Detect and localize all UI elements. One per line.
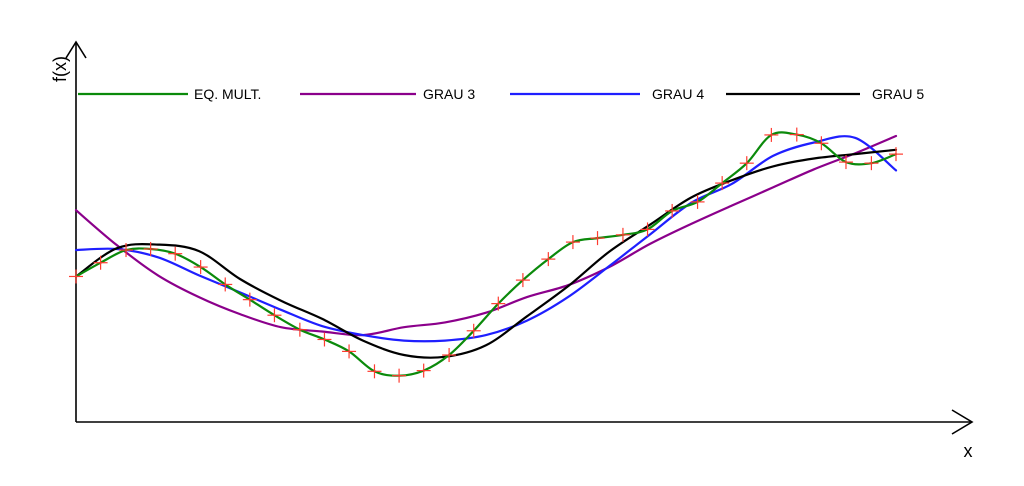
- y-axis-arrow-icon: [65, 40, 87, 59]
- data-point-marker: [466, 323, 481, 338]
- data-point-marker: [665, 203, 680, 218]
- marker-layer: [69, 127, 903, 383]
- legend-item-eq-mult: EQ. MULT.: [78, 86, 261, 102]
- data-point-marker: [292, 322, 307, 337]
- data-point-marker: [690, 194, 705, 209]
- legend: EQ. MULT. GRAU 3 GRAU 4 GRAU 5: [78, 86, 924, 102]
- legend-item-grau-3: GRAU 3: [300, 86, 475, 102]
- x-axis-label: x: [964, 441, 973, 461]
- data-point-marker: [814, 136, 829, 151]
- series-line-grau-3: [74, 134, 898, 337]
- data-point-marker: [864, 156, 879, 171]
- legend-label-grau-5: GRAU 5: [872, 86, 924, 102]
- x-axis-arrow-icon: [951, 409, 974, 435]
- data-point-marker: [193, 260, 208, 275]
- data-point-marker: [838, 155, 853, 170]
- data-point-marker: [789, 127, 804, 142]
- data-point-marker: [442, 348, 457, 363]
- data-point-marker: [541, 252, 556, 267]
- y-axis-label: f(x): [50, 56, 70, 82]
- data-point-marker: [764, 127, 779, 142]
- series-line-grau-4: [74, 135, 898, 343]
- series-line-eq-mult: [74, 131, 898, 377]
- data-point-marker: [491, 296, 506, 311]
- data-point-marker: [342, 344, 357, 359]
- data-point-marker: [392, 368, 407, 383]
- series-line-grau-5: [74, 148, 898, 359]
- axes: f(x) x: [50, 40, 974, 461]
- data-point-marker: [218, 277, 233, 292]
- data-point-marker: [267, 308, 282, 323]
- legend-label-grau-3: GRAU 3: [423, 86, 475, 102]
- series-layer: [74, 131, 898, 377]
- data-point-marker: [317, 332, 332, 347]
- data-point-marker: [69, 269, 83, 284]
- data-point-marker: [739, 156, 754, 171]
- data-point-marker: [889, 147, 903, 162]
- data-point-marker: [515, 273, 530, 288]
- data-point-marker: [565, 235, 580, 250]
- data-point-marker: [168, 246, 183, 261]
- data-point-marker: [590, 231, 605, 246]
- data-point-marker: [119, 243, 134, 258]
- data-point-marker: [242, 292, 257, 307]
- legend-label-grau-4: GRAU 4: [652, 86, 704, 102]
- data-point-marker: [143, 241, 158, 256]
- legend-item-grau-5: GRAU 5: [726, 86, 924, 102]
- data-point-marker: [640, 222, 655, 237]
- data-point-marker: [715, 176, 730, 191]
- legend-item-grau-4: GRAU 4: [510, 86, 704, 102]
- data-point-marker: [615, 227, 630, 242]
- data-point-marker: [416, 363, 431, 378]
- data-point-marker: [93, 255, 108, 270]
- legend-label-eq-mult: EQ. MULT.: [194, 86, 261, 102]
- data-point-marker: [367, 364, 382, 379]
